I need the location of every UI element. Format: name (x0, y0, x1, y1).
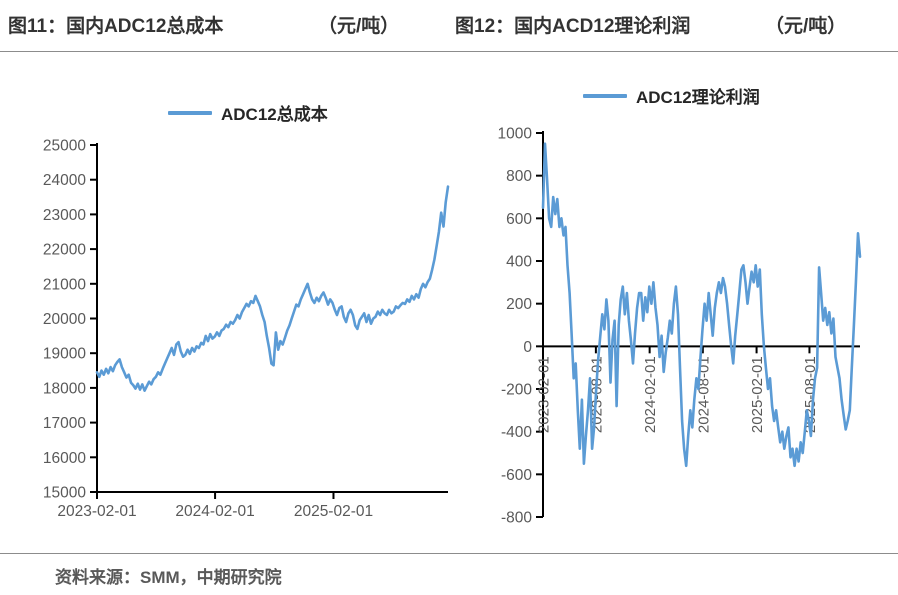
y-tick-label: 16000 (43, 450, 86, 467)
y-tick-label: 19000 (43, 346, 86, 363)
series-line-ADC12总成本 (95, 185, 450, 393)
adc12-theoretical-profit-plot: -800 -600 -400 -200 0 200 400 600 800 1000 2023-02… (498, 126, 862, 527)
y-tick-label: 24000 (43, 172, 86, 189)
y-tick-label: 25000 (43, 138, 86, 155)
adc12-total-cost-plot: 15000 16000 17000 18000 19000 20000 21000 22000… (43, 138, 450, 520)
chart-adc12-theoretical-profit: -800 -600 -400 -200 0 200 400 600 800 1000 2023-02… (460, 60, 898, 555)
y-tick-label: -800 (501, 510, 532, 527)
legend-line-swatch (583, 93, 627, 98)
data-source-note: 资料来源：SMM，中期研究院 (55, 568, 282, 587)
figure11-title: 图11：国内ADC12总成本 (8, 16, 224, 37)
y-tick-label: -200 (501, 382, 532, 399)
y-tick-label: 400 (506, 254, 532, 271)
y-tick-label: 21000 (43, 276, 86, 293)
figure12-title: 图12：国内ACD12理论利润 (455, 16, 691, 37)
y-tick-label: 23000 (43, 207, 86, 224)
x-tick-label: 2024-08-01 (695, 356, 712, 433)
x-tick-label: 2023-02-01 (536, 356, 553, 433)
y-tick-label: 0 (523, 339, 532, 356)
chart-adc12-total-cost: 15000 16000 17000 18000 19000 20000 21000 22000… (0, 60, 460, 555)
x-tick-label: 2024-02-01 (175, 503, 254, 520)
figure11-unit-label: （元/吨） (318, 16, 400, 37)
legend-adc12-total-cost: ADC12总成本 (168, 100, 328, 125)
y-tick-label: 800 (506, 168, 532, 185)
x-tick-label: 2025-02-01 (749, 356, 766, 433)
footer-divider (0, 553, 898, 554)
y-tick-label: 600 (506, 211, 532, 228)
y-tick-label: 17000 (43, 415, 86, 432)
legend-label: ADC12理论利润 (636, 88, 760, 107)
y-tick-label: 15000 (43, 485, 86, 502)
y-tick-label: 22000 (43, 242, 86, 259)
x-tick-label: 2025-02-01 (294, 503, 373, 520)
legend-line-swatch (168, 110, 212, 115)
series-line-ADC12理论利润 (541, 142, 862, 468)
y-tick-label: 200 (506, 296, 532, 313)
y-tick-label: -400 (501, 424, 532, 441)
legend-adc12-theoretical-profit: ADC12理论利润 (583, 83, 760, 108)
y-tick-label: -600 (501, 467, 532, 484)
x-tick-label: 2023-02-01 (57, 503, 136, 520)
x-tick-label: 2024-02-01 (642, 356, 659, 433)
header-divider (0, 51, 898, 52)
y-tick-label: 20000 (43, 311, 86, 328)
figure12-unit-label: （元/吨） (765, 16, 847, 37)
legend-label: ADC12总成本 (221, 105, 328, 124)
y-tick-label: 1000 (498, 126, 533, 143)
y-tick-label: 18000 (43, 380, 86, 397)
